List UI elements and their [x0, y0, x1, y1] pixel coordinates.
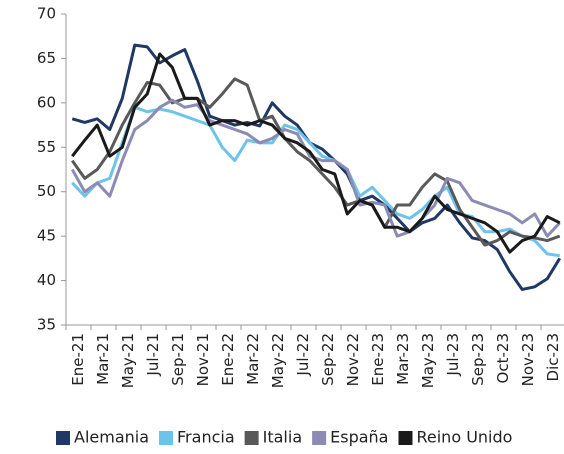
- x-tick-label: May-22: [269, 333, 287, 388]
- x-tick-label: Mar-22: [244, 333, 262, 385]
- legend-swatch: [244, 431, 259, 445]
- y-tick-label: 55: [37, 138, 56, 156]
- x-tick-label: Ene-22: [219, 333, 237, 386]
- legend-swatch: [56, 431, 70, 445]
- y-tick-label: 40: [37, 271, 56, 289]
- x-tick-label: Sep-22: [319, 333, 337, 386]
- legend-swatch: [312, 431, 327, 445]
- y-tick-label: 35: [37, 316, 56, 334]
- y-tick-label: 50: [37, 182, 56, 200]
- x-tick-label: Dic-23: [544, 333, 562, 381]
- x-tick-label: Oct-23: [494, 333, 512, 383]
- legend-swatch: [398, 431, 413, 445]
- x-tick-label: Sep-21: [169, 333, 187, 386]
- x-tick-label: Jul-22: [294, 333, 312, 377]
- legend-swatch: [159, 431, 174, 445]
- x-tick-label: Jul-21: [144, 333, 162, 377]
- y-tick-label: 70: [37, 5, 56, 23]
- x-tick-label: May-23: [419, 333, 437, 388]
- x-tick-label: Mar-23: [394, 333, 412, 385]
- legend-label: Alemania: [74, 428, 149, 447]
- x-tick-label: Nov-23: [519, 333, 537, 386]
- x-tick-label: May-21: [119, 333, 137, 388]
- legend-label: Francia: [177, 428, 235, 447]
- x-tick-label: Sep-23: [469, 333, 487, 386]
- x-tick-label: Ene-21: [69, 333, 87, 386]
- x-tick-label: Jul-23: [444, 333, 462, 377]
- line-series: [71, 105, 560, 258]
- legend-label: España: [330, 428, 388, 447]
- x-tick-label: Nov-22: [344, 333, 362, 386]
- y-tick-label: 60: [37, 93, 56, 111]
- y-tick-label: 45: [37, 227, 56, 245]
- legend-label: Italia: [263, 428, 303, 447]
- y-tick-label: 65: [37, 49, 56, 67]
- line-series: [71, 52, 561, 254]
- legend-label: Reino Unido: [416, 428, 512, 447]
- line-series: [71, 43, 562, 291]
- line-series: [71, 77, 561, 247]
- x-tick-label: Mar-21: [94, 333, 112, 385]
- x-tick-label: Nov-21: [194, 333, 212, 386]
- x-tick-label: Ene-23: [369, 333, 387, 386]
